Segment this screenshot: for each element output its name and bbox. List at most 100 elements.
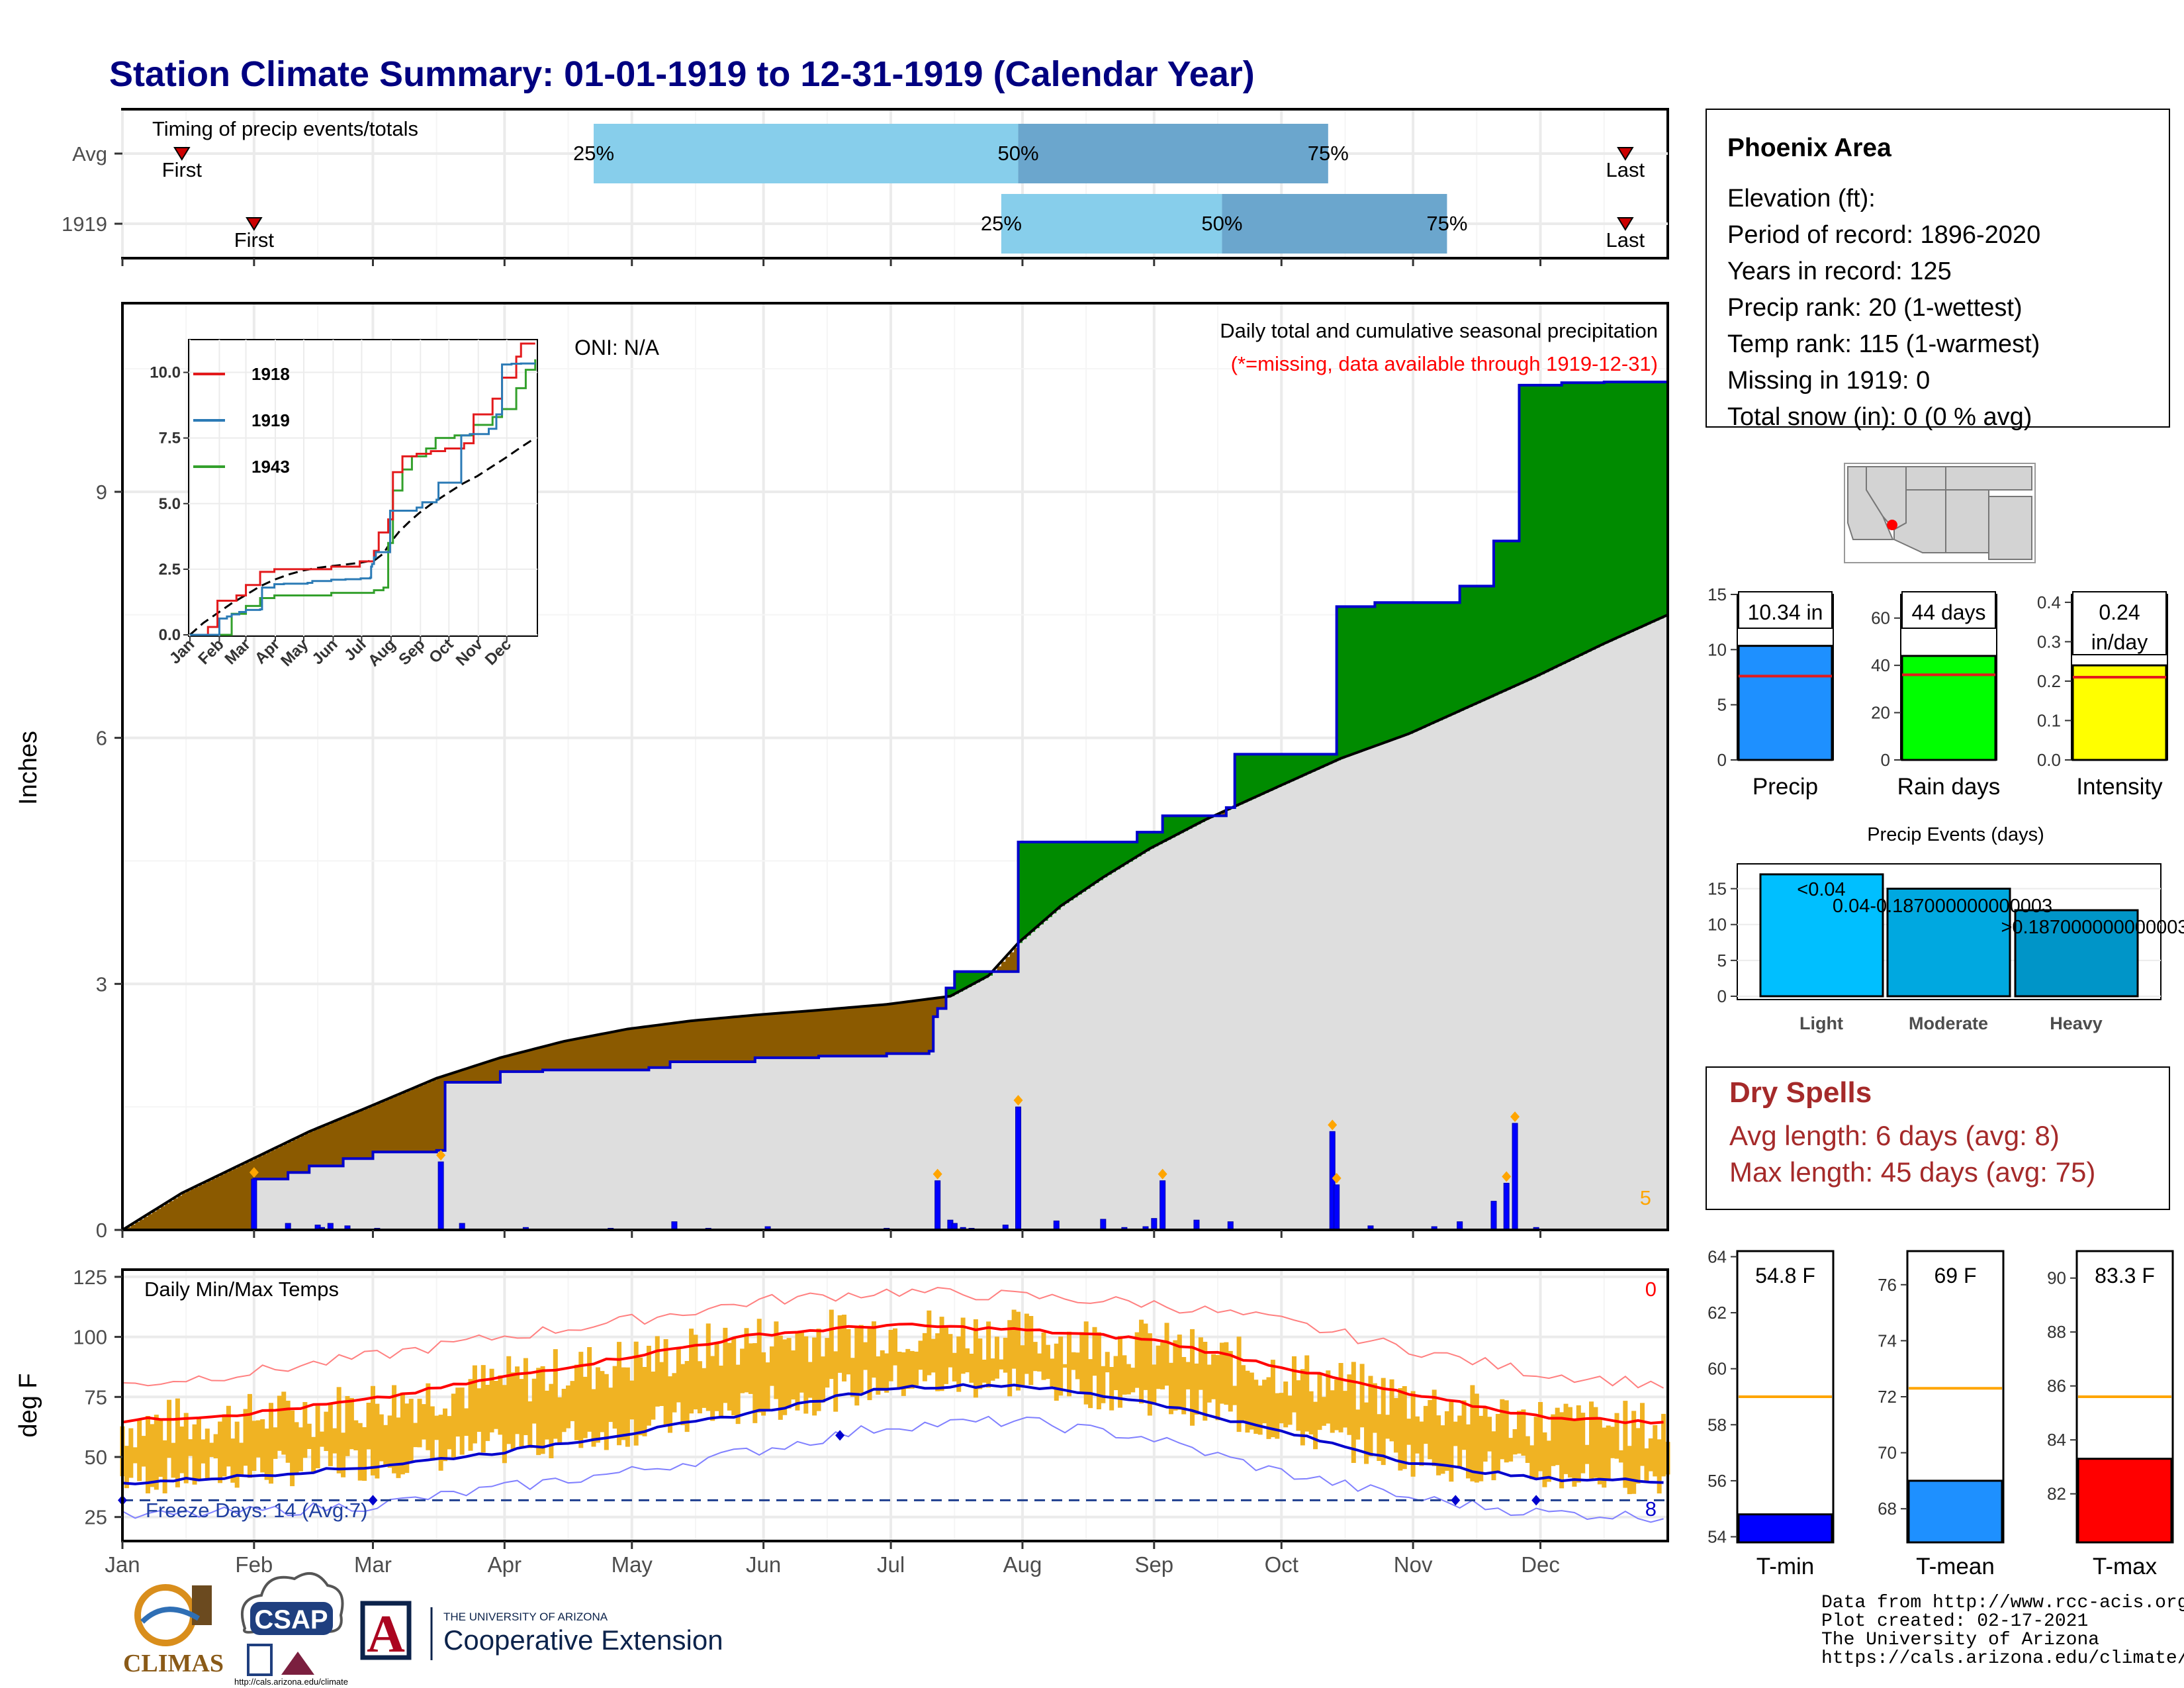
credit-line-1: Data from http://www.rcc-acis.org/ bbox=[1821, 1593, 2184, 1613]
precip-y-label: Inches bbox=[15, 731, 42, 805]
timing-panel: Timing of precip events/totals 25% 50% 75%… bbox=[62, 108, 1669, 266]
summary-bar-ytick-label: 0.0 bbox=[2037, 750, 2061, 770]
temp-ytick-label: 75 bbox=[85, 1385, 107, 1409]
timing-bar-q50-q75 bbox=[1018, 124, 1328, 183]
summary-bar bbox=[1737, 645, 1833, 761]
temp-summary-ytick-label: 70 bbox=[1878, 1443, 1897, 1463]
inset-ytick-label: 0.0 bbox=[159, 626, 181, 644]
station-name: Phoenix Area bbox=[1727, 134, 1891, 162]
month-x-axis: Jan Feb Mar Apr May Jun Jul Aug Sep Oct Nov Dec bbox=[105, 1541, 1560, 1577]
heavy-event-marker-icon bbox=[1510, 1111, 1520, 1122]
summary-bar-ytick-label: 10 bbox=[1707, 639, 1727, 659]
summary-bar-value: 10.34 in bbox=[1748, 600, 1823, 624]
inset-legend-label: 1919 bbox=[251, 410, 290, 430]
temp-summary-ytick-label: 58 bbox=[1707, 1415, 1727, 1434]
events-bar bbox=[1886, 888, 2011, 998]
summary-bar-ytick-label: 5 bbox=[1717, 695, 1727, 715]
temp-summary-bar bbox=[1907, 1479, 2003, 1544]
heavy-event-marker-icon bbox=[1328, 1119, 1338, 1131]
temp-summary-name: T-mean bbox=[1916, 1554, 1995, 1579]
inset-legend: 1918 1919 1943 bbox=[193, 364, 290, 477]
csap-url: http://cals.arizona.edu/climate bbox=[234, 1677, 348, 1687]
freeze-marker-icon bbox=[835, 1430, 845, 1441]
temp-ytick-label: 100 bbox=[73, 1326, 107, 1349]
heavy-event-marker-icon bbox=[436, 1150, 446, 1161]
timing-first-label: First bbox=[234, 228, 275, 252]
map-state-ut bbox=[1905, 466, 1946, 491]
summary-bar-ytick-label: 20 bbox=[1871, 703, 1890, 723]
temp-y-axis: 25 50 75 100 125 bbox=[73, 1266, 122, 1529]
precip-ytick-label: 3 bbox=[96, 972, 107, 996]
month-xtick-label: Apr bbox=[488, 1552, 522, 1577]
month-xtick-label: Mar bbox=[354, 1552, 392, 1577]
temp-summary-ytick-label: 76 bbox=[1878, 1275, 1897, 1295]
deficit-area bbox=[126, 812, 1226, 1230]
ua-logo: A THE UNIVERSITY OF ARIZONA Cooperative … bbox=[360, 1601, 723, 1664]
summary-bar-ytick-label: 0.4 bbox=[2037, 592, 2061, 612]
temp-ytick-label: 50 bbox=[85, 1446, 107, 1469]
freeze-marker-icon bbox=[1531, 1495, 1541, 1506]
credit-line-3: The University of Arizona bbox=[1821, 1630, 2099, 1650]
locator-map bbox=[1844, 463, 2036, 563]
temp-summary-bars: 54.8 F 54 56 58 60 62 64 T-min 69 F 68 70 72 74 76 T-m… bbox=[1707, 1246, 2174, 1579]
station-info-line: Period of record: 1896-2020 bbox=[1727, 221, 2040, 249]
month-xtick-label: Jun bbox=[746, 1552, 781, 1577]
timing-rows: 25% 50% 75% First Last 25% 50% 75% First Last bbox=[162, 124, 1645, 254]
oni-label: ONI: N/A bbox=[574, 336, 660, 359]
precip-y-axis: 0 3 6 9 bbox=[96, 481, 1542, 1242]
map-state-nm bbox=[1945, 489, 1989, 553]
temp-summary-ytick-label: 56 bbox=[1707, 1471, 1727, 1491]
daily-precip-bar bbox=[1053, 1220, 1060, 1231]
timing-p75-label: 75% bbox=[1426, 212, 1467, 235]
record-min-line bbox=[122, 1415, 1664, 1523]
station-info-line: Temp rank: 115 (1-warmest) bbox=[1727, 330, 2040, 358]
temp-summary-ytick-label: 90 bbox=[2047, 1268, 2066, 1288]
daily-precip-bars bbox=[249, 1095, 1539, 1231]
ua-big-text: Cooperative Extension bbox=[443, 1624, 723, 1656]
normal-max-line bbox=[122, 1323, 1664, 1425]
events-bars: 0 5 10 15 Light Moderate Heavy <0.040.04-0.1870… bbox=[1707, 873, 2184, 1033]
inset-ytick-label: 7.5 bbox=[159, 430, 181, 447]
temp-summary-ytick-label: 74 bbox=[1878, 1331, 1897, 1350]
daily-precip-bar bbox=[1015, 1106, 1022, 1231]
precip-missing-note: (*=missing, data available through 1919-… bbox=[1231, 352, 1658, 375]
heavy-event-marker-icon bbox=[1013, 1095, 1023, 1106]
heavy-event-marker-icon bbox=[1158, 1168, 1167, 1180]
month-xtick-label: Aug bbox=[1003, 1552, 1042, 1577]
temp-summary-ytick-label: 88 bbox=[2047, 1322, 2066, 1342]
precip-events-chart: Precip Events (days) 0 5 10 15 Light Moderate… bbox=[1707, 824, 2184, 1033]
map-state-tx bbox=[1988, 496, 2032, 560]
ua-small-text: THE UNIVERSITY OF ARIZONA bbox=[443, 1611, 608, 1623]
month-xtick-label: Jul bbox=[877, 1552, 905, 1577]
daily-precip-bar bbox=[934, 1180, 941, 1231]
temp-summary-bar bbox=[1737, 1513, 1833, 1544]
heavy-event-marker-icon bbox=[933, 1168, 942, 1180]
summary-bar bbox=[1901, 655, 1997, 761]
daily-precip-bar bbox=[1193, 1219, 1200, 1231]
page-title: Station Climate Summary: 01-01-1919 to 1… bbox=[109, 54, 1255, 94]
daily-precip-bar bbox=[1503, 1182, 1510, 1231]
station-info-line: Total snow (in): 0 (0 % avg) bbox=[1727, 403, 2032, 431]
events-bar-name: Heavy bbox=[2050, 1013, 2103, 1033]
summary-bar-ytick-label: 60 bbox=[1871, 608, 1890, 628]
station-location-marker bbox=[1887, 520, 1897, 530]
temp-summary-ytick-label: 86 bbox=[2047, 1376, 2066, 1396]
station-info-line: Precip rank: 20 (1-wettest) bbox=[1727, 294, 2023, 322]
freeze-marker-icon bbox=[1451, 1495, 1461, 1506]
temp-count-bottom: 8 bbox=[1645, 1497, 1657, 1521]
ua-letter: A bbox=[367, 1605, 405, 1664]
temp-summary-value: 54.8 F bbox=[1755, 1264, 1815, 1288]
temp-summary-ytick-label: 60 bbox=[1707, 1359, 1727, 1379]
daily-precip-bar bbox=[1100, 1219, 1107, 1231]
timing-p50-label: 50% bbox=[1201, 212, 1242, 235]
daily-precip-bar bbox=[1151, 1218, 1158, 1231]
temp-summary-value: 69 F bbox=[1934, 1264, 1976, 1288]
inset-ytick-label: 10.0 bbox=[150, 364, 181, 382]
station-info-line: Missing in 1919: 0 bbox=[1727, 367, 1930, 395]
precip-panel: 0 3 6 9 Inches ONI: N/A Daily total and cum… bbox=[15, 302, 1669, 1242]
precip-ytick-label: 9 bbox=[96, 481, 107, 504]
timing-p25-label: 25% bbox=[573, 142, 614, 165]
temp-count-top: 0 bbox=[1645, 1278, 1657, 1301]
